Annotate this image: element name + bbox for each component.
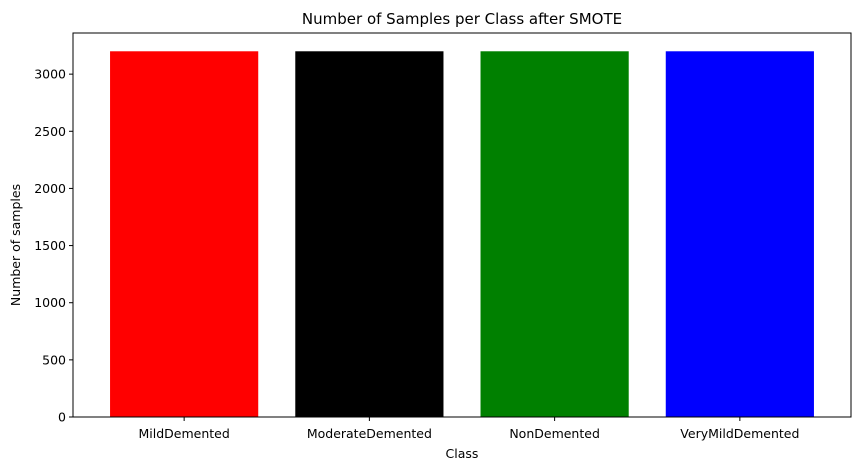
bar-nondemented xyxy=(480,51,629,418)
plot-frame xyxy=(72,32,852,418)
y-axis-label: Number of samples xyxy=(8,184,23,306)
x-tick-label: NonDemented xyxy=(509,426,600,441)
y-tick-label: 500 xyxy=(42,352,66,367)
bar-verymilddemented xyxy=(665,51,814,418)
bar-milddemented xyxy=(110,51,259,418)
x-tick-label: MildDemented xyxy=(138,426,229,441)
y-tick-label: 1500 xyxy=(34,238,66,253)
y-axis: 0 500 1000 1500 2000 2500 3000 xyxy=(34,67,73,425)
x-axis-label: Class xyxy=(446,446,479,461)
y-tick-label: 2000 xyxy=(34,181,66,196)
y-tick-label: 1000 xyxy=(34,295,66,310)
chart-title: Number of Samples per Class after SMOTE xyxy=(302,10,622,28)
x-tick-label: VeryMildDemented xyxy=(680,426,799,441)
y-tick-label: 3000 xyxy=(34,67,66,82)
y-tick-label: 0 xyxy=(58,410,66,425)
bars-group xyxy=(110,51,814,418)
x-tick-label: ModerateDemented xyxy=(307,426,432,441)
y-tick-label: 2500 xyxy=(34,124,66,139)
bar-moderatedemented xyxy=(295,51,444,418)
x-axis: MildDemented ModerateDemented NonDemented V… xyxy=(138,417,799,441)
